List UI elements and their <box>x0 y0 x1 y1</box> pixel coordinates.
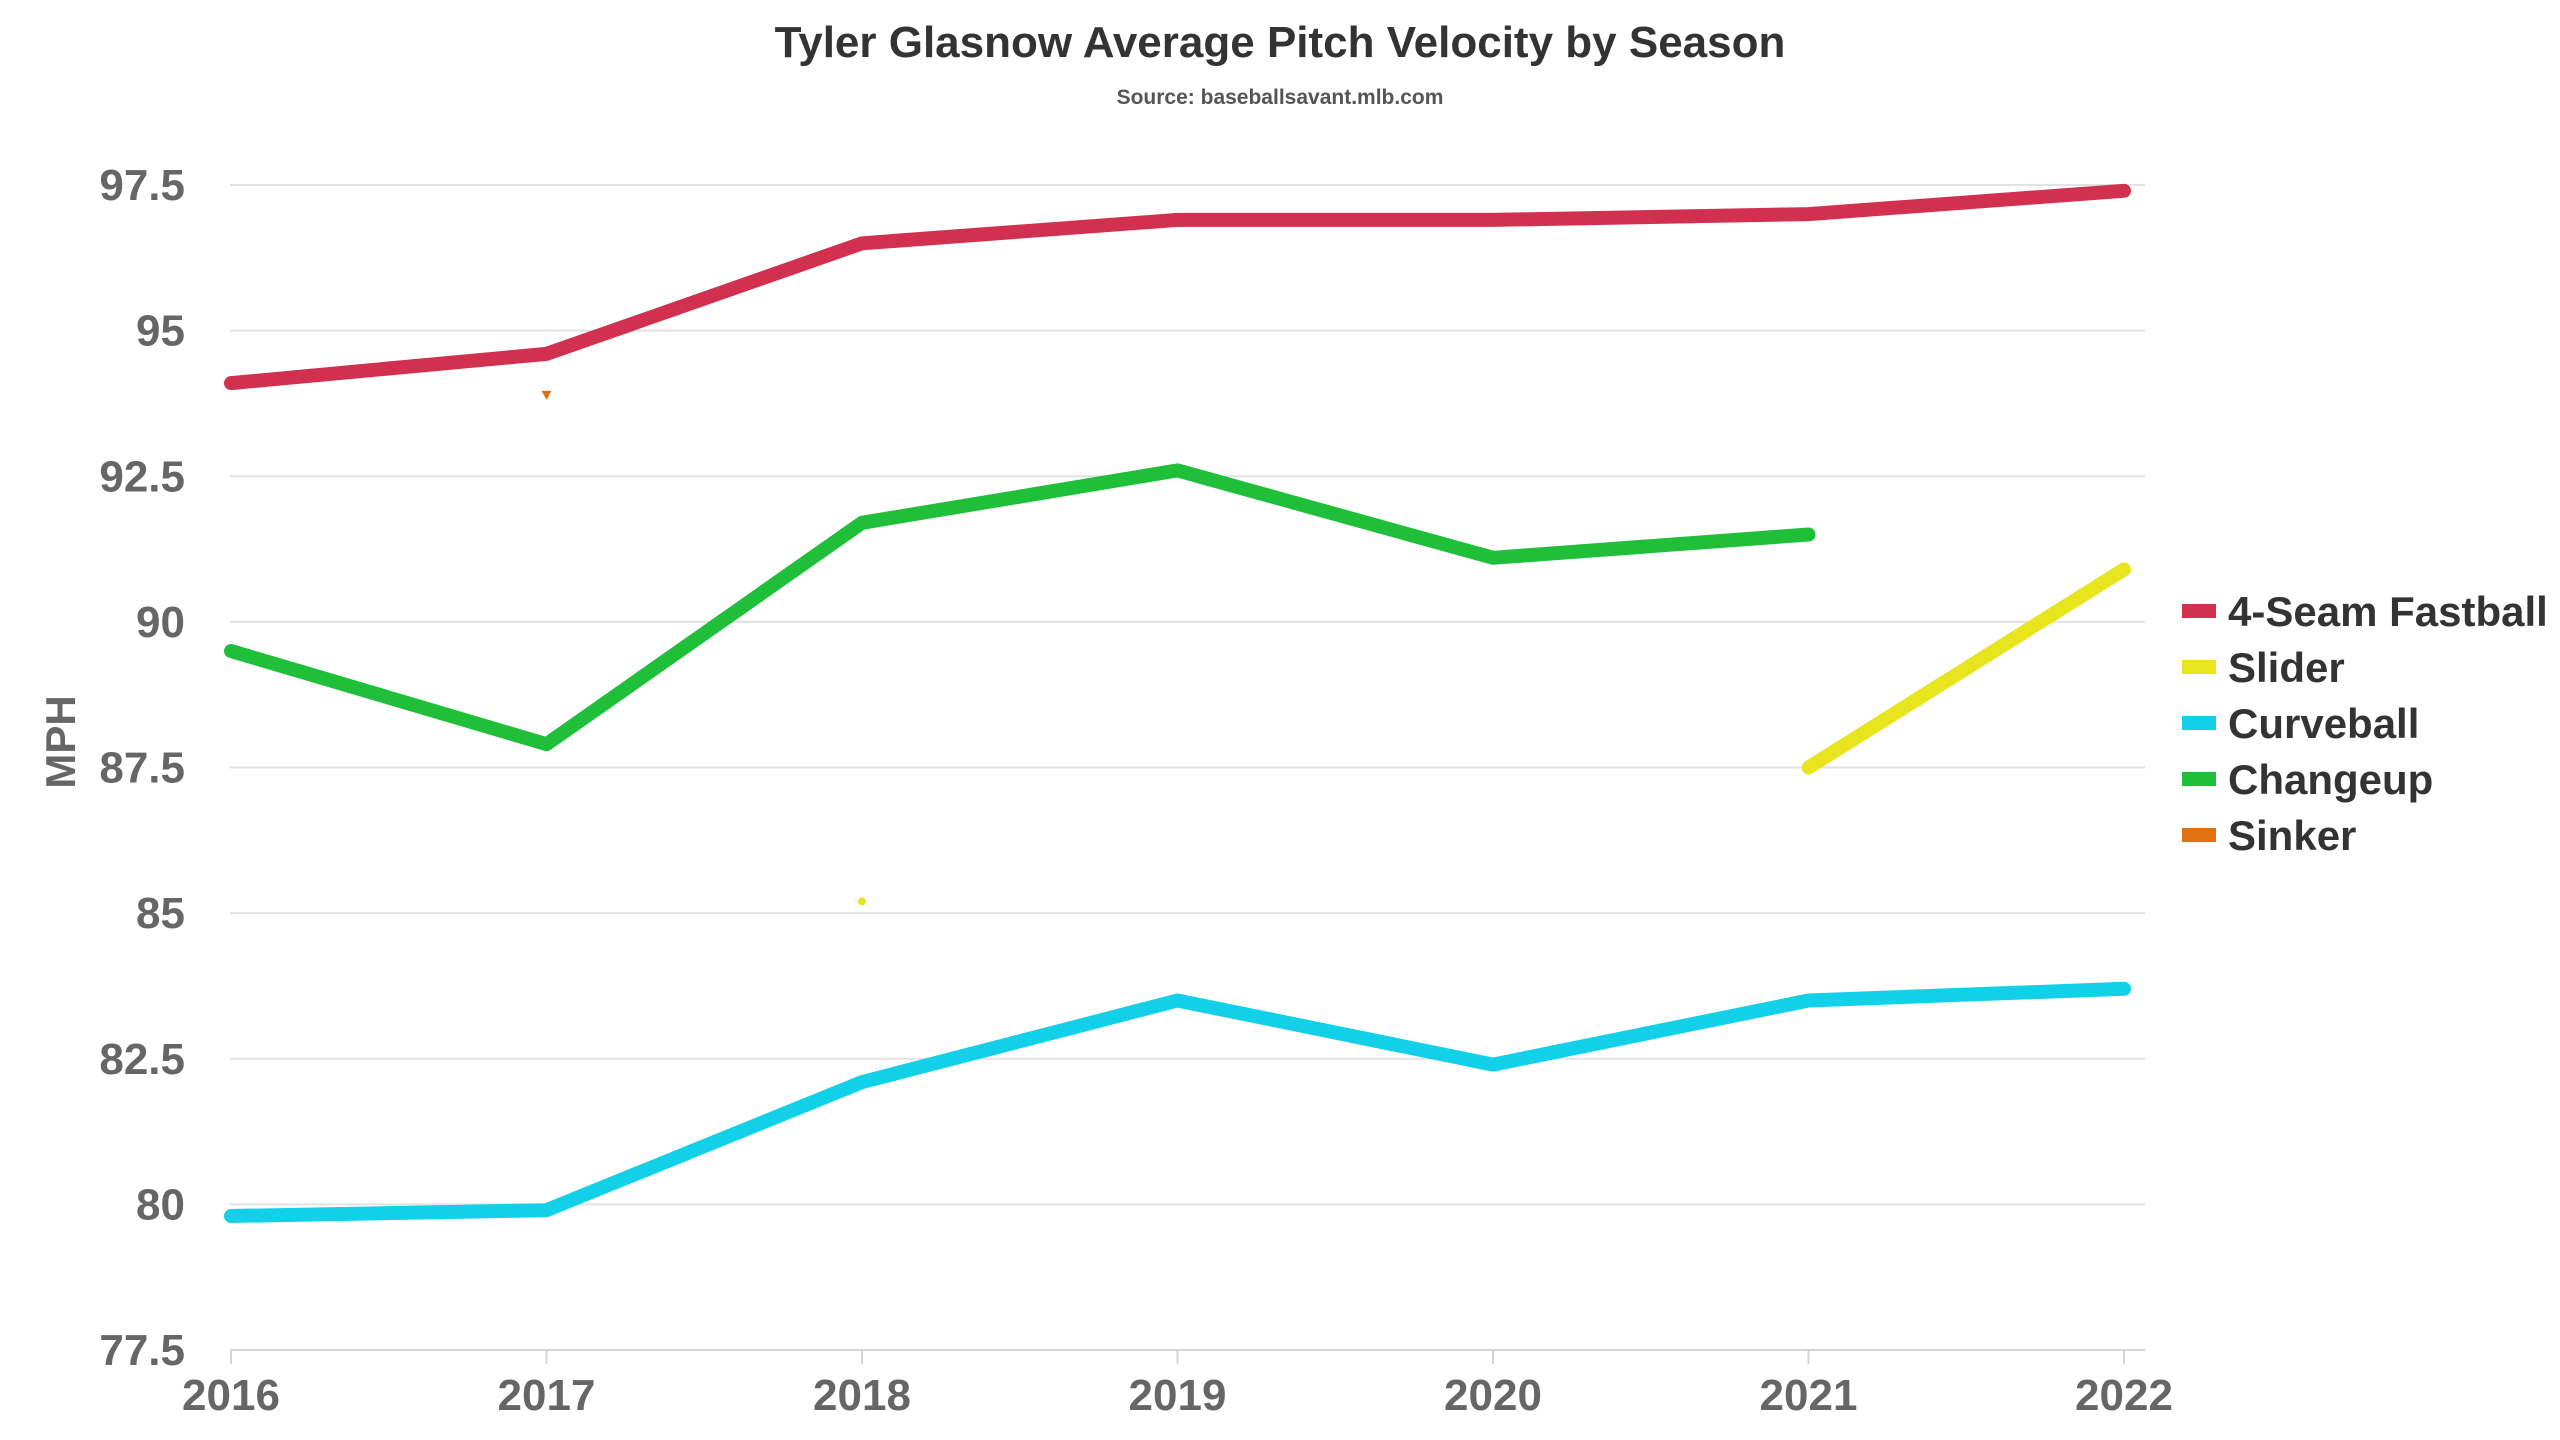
x-tick-label: 2019 <box>1129 1371 1227 1420</box>
x-tick-label: 2022 <box>2075 1371 2173 1420</box>
y-tick-label: 90 <box>136 598 185 647</box>
legend-label: Sinker <box>2228 812 2356 859</box>
series-line-curveball <box>224 981 2131 1223</box>
legend-swatch <box>2182 716 2216 730</box>
series-line-4-seam-fastball <box>224 183 2131 391</box>
x-tick-label: 2017 <box>498 1371 596 1420</box>
chart-subtitle: Source: baseballsavant.mlb.com <box>1117 86 1444 109</box>
series-4-seam-fastball <box>224 183 2131 391</box>
y-tick-label: 85 <box>136 889 185 938</box>
legend: 4-Seam Fastball Slider Curveball Changeup Si… <box>2182 588 2548 859</box>
y-tick-label: 92.5 <box>99 452 185 501</box>
y-tick-label: 95 <box>136 307 185 356</box>
series-changeup <box>224 463 1816 752</box>
legend-item-sinker: Sinker <box>2182 812 2356 859</box>
y-tick-label: 87.5 <box>99 744 185 793</box>
series-curveball <box>224 981 2131 1223</box>
series-slider <box>858 562 2131 906</box>
y-tick-label: 80 <box>136 1180 185 1229</box>
x-tick-label: 2020 <box>1444 1371 1542 1420</box>
series-sinker <box>541 390 552 400</box>
x-tick-label: 2016 <box>182 1371 280 1420</box>
grid-lines <box>230 184 2145 1206</box>
series-line-changeup <box>224 463 1816 752</box>
legend-swatch <box>2182 772 2216 786</box>
series-layer <box>224 183 2131 1223</box>
y-tick-label: 82.5 <box>99 1035 185 1084</box>
legend-swatch <box>2182 604 2216 618</box>
chart-title: Tyler Glasnow Average Pitch Velocity by … <box>775 18 1786 67</box>
legend-item-4-seam-fastball: 4-Seam Fastball <box>2182 588 2548 635</box>
y-axis: 97.5 95 92.5 90 87.5 85 82.5 80 77.5 <box>99 161 185 1375</box>
legend-label: Changeup <box>2228 756 2433 803</box>
legend-label: Slider <box>2228 644 2345 691</box>
y-tick-label: 77.5 <box>99 1326 185 1375</box>
x-tick-label: 2018 <box>813 1371 911 1420</box>
series-line-slider <box>1801 562 2131 775</box>
data-point-sinker <box>541 390 552 400</box>
legend-swatch <box>2182 660 2216 674</box>
data-point-slider <box>858 897 866 906</box>
x-axis: 2016 2017 2018 2019 2020 2021 2022 <box>182 1349 2173 1420</box>
x-tick-label: 2021 <box>1760 1371 1858 1420</box>
legend-swatch <box>2182 828 2216 842</box>
legend-label: Curveball <box>2228 700 2419 747</box>
legend-item-slider: Slider <box>2182 644 2345 691</box>
legend-label: 4-Seam Fastball <box>2228 588 2548 635</box>
legend-item-changeup: Changeup <box>2182 756 2433 803</box>
legend-item-curveball: Curveball <box>2182 700 2419 747</box>
y-axis-label: MPH <box>37 695 84 788</box>
y-tick-label: 97.5 <box>99 161 185 210</box>
